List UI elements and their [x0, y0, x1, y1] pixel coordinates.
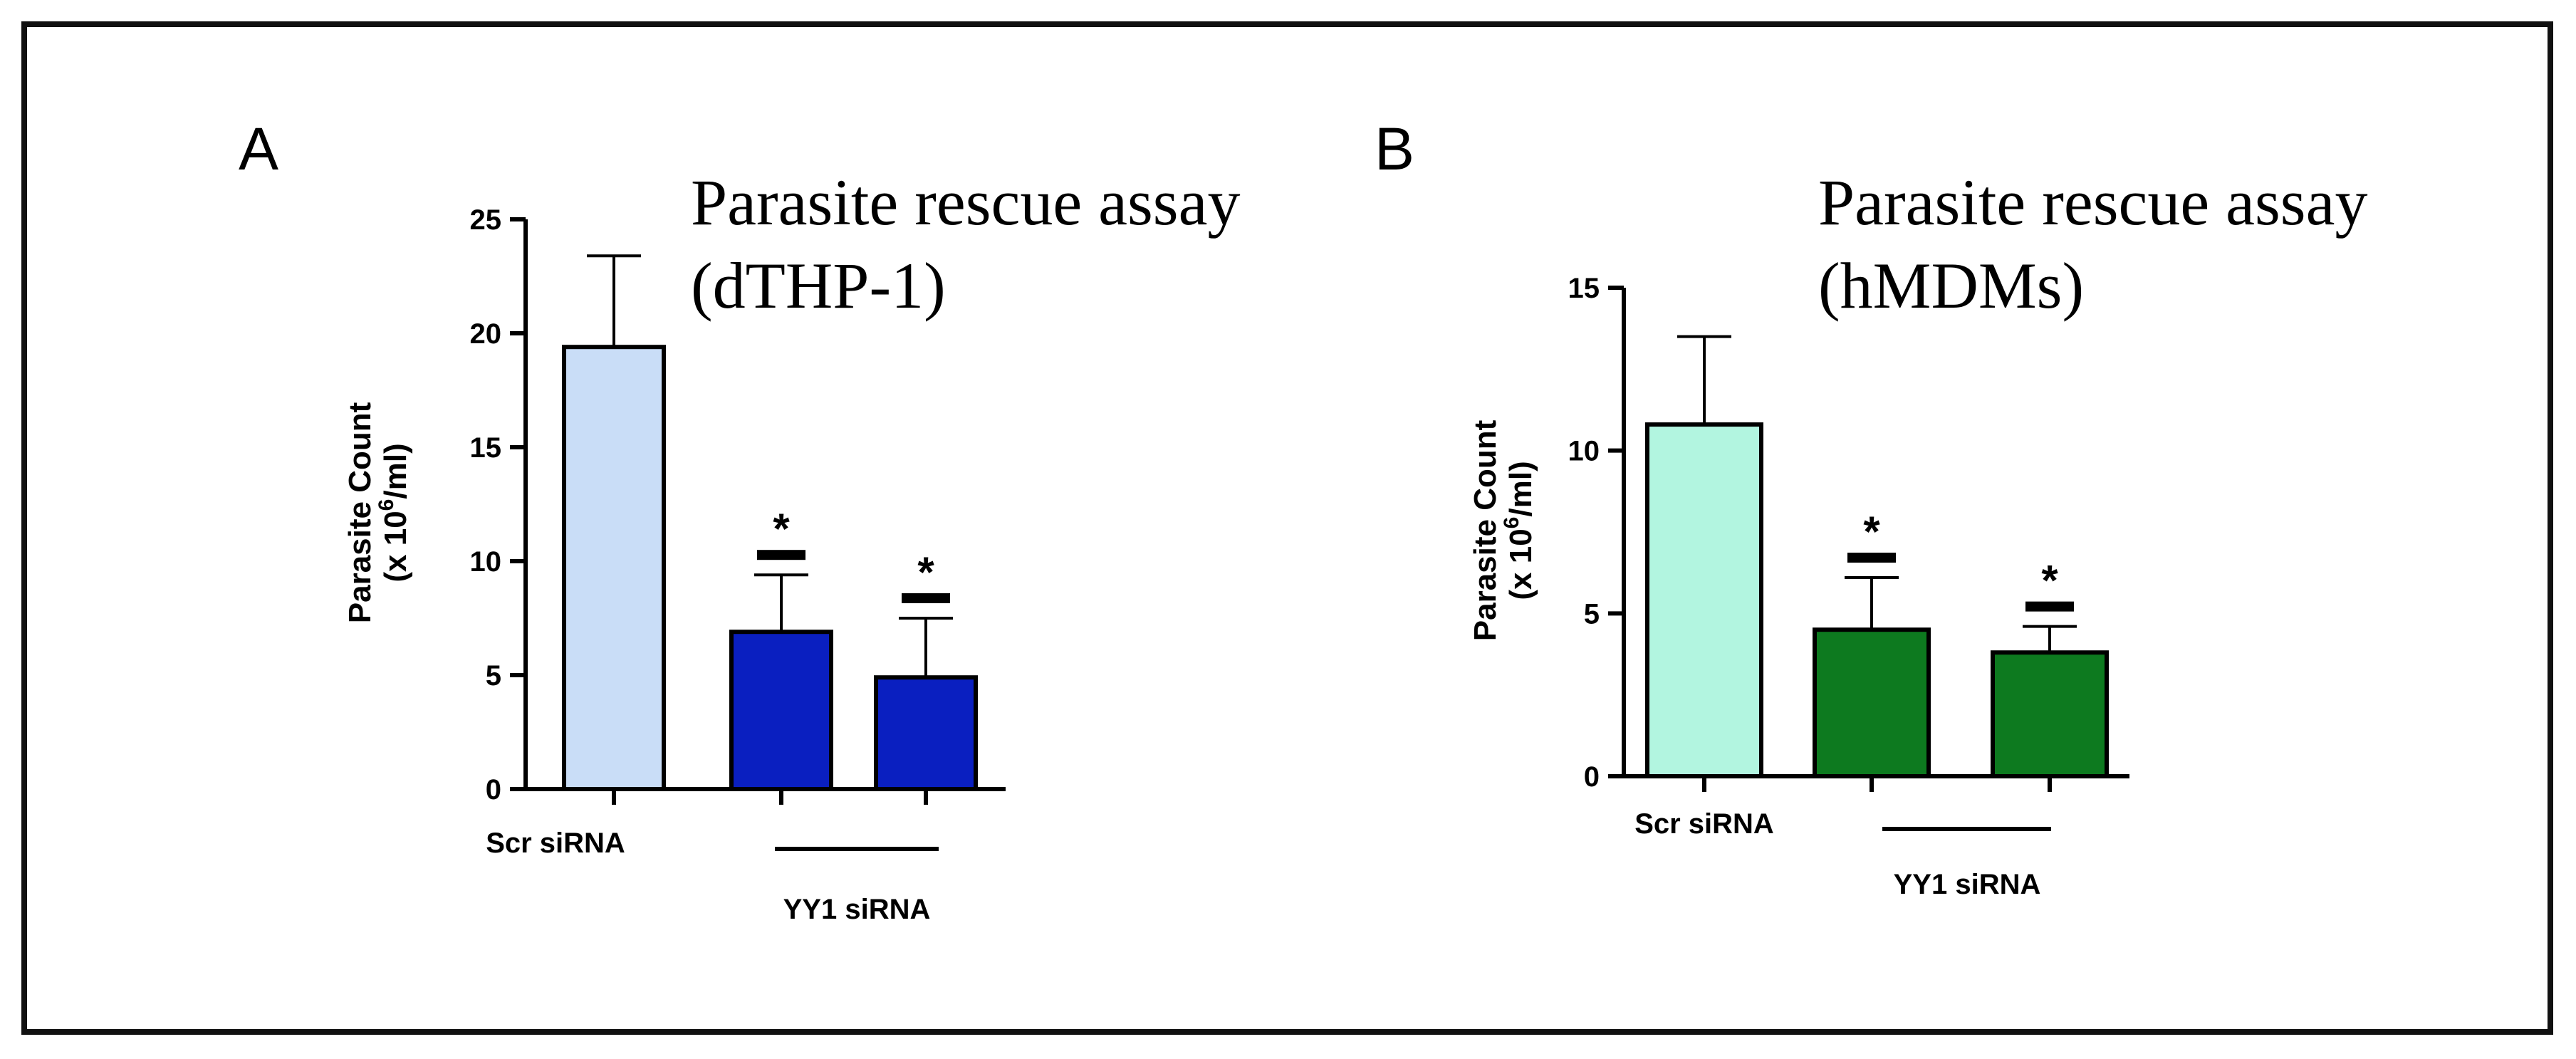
- significance-star: *: [773, 505, 790, 553]
- bar: [562, 345, 666, 791]
- y-tick-label: 10: [470, 546, 502, 578]
- significance-star: *: [917, 548, 934, 596]
- y-tick-label: 20: [470, 318, 502, 350]
- y-axis-title-b-line1: Parasite Count: [1468, 419, 1503, 641]
- panel-a: A Parasite rescue assay (dTHP-1) Parasit…: [239, 115, 1240, 925]
- y-axis-title-a-line1: Parasite Count: [343, 402, 377, 623]
- significance-bar: [902, 593, 950, 603]
- category-label-group-b: YY1 siRNA: [1894, 869, 2041, 900]
- chart-title-b-line1: Parasite rescue assay: [1818, 166, 2367, 239]
- bar: [1991, 650, 2109, 778]
- bar: [729, 630, 833, 792]
- panel-label-b: B: [1375, 115, 1414, 182]
- category-label-scr-a: Scr siRNA: [486, 828, 625, 859]
- bar: [1813, 627, 1931, 779]
- significance-star: *: [1863, 508, 1880, 555]
- y-tick-label: 10: [1568, 436, 1600, 467]
- y-axis-title-a-line2: (x 106/ml): [375, 443, 413, 582]
- chart-title-b-line2: (hMDMs): [1818, 249, 2084, 322]
- y-tick-label: 15: [1568, 273, 1600, 304]
- significance-star: *: [2041, 557, 2058, 605]
- significance-bar: [1847, 553, 1896, 563]
- figure-frame: [21, 21, 2553, 1035]
- plot-area-a: 0 5 10 15 20 25 * *: [470, 204, 1006, 805]
- y-axis-title-b-line2: (x 106/ml): [1500, 461, 1538, 600]
- y-tick-label: 0: [486, 774, 501, 805]
- y-tick-label: 0: [1584, 761, 1600, 793]
- significance-bar: [757, 550, 805, 560]
- y-axis-title-b: Parasite Count (x 106/ml): [1468, 419, 1538, 641]
- significance-bar: [2025, 601, 2074, 612]
- bar: [1645, 422, 1763, 779]
- chart-title-a-line2: (dTHP-1): [691, 249, 946, 322]
- category-label-scr-b: Scr siRNA: [1634, 808, 1774, 840]
- plot-area-b: 0 5 10 15 * *: [1568, 273, 2129, 793]
- y-tick-label: 5: [486, 660, 501, 692]
- bar: [874, 675, 978, 792]
- category-label-group-a: YY1 siRNA: [783, 894, 931, 925]
- y-tick-label: 5: [1584, 598, 1600, 630]
- chart-title-a-line1: Parasite rescue assay: [691, 166, 1240, 239]
- y-tick-label: 15: [470, 432, 502, 464]
- y-tick-label: 25: [470, 204, 502, 236]
- y-axis-title-a: Parasite Count (x 106/ml): [343, 402, 413, 623]
- panel-b: B Parasite rescue assay (hMDMs) Parasite…: [1375, 115, 2367, 900]
- panel-label-a: A: [239, 115, 278, 182]
